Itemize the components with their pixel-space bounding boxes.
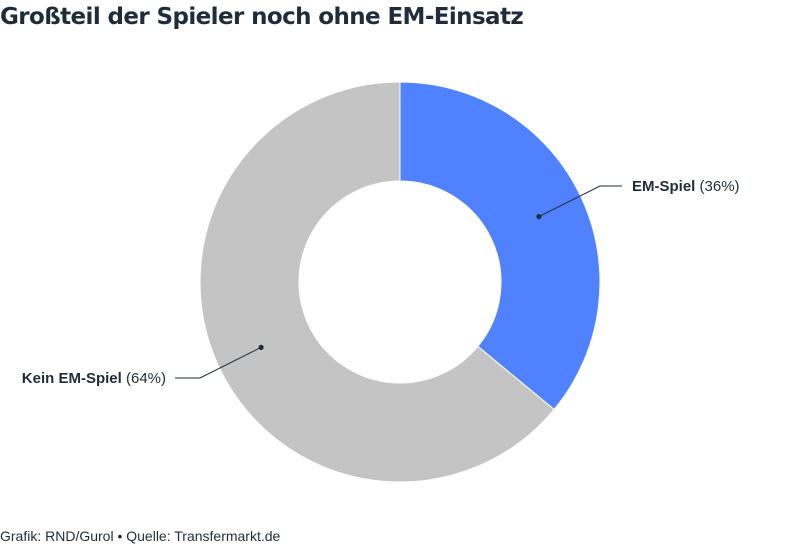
slice-group: [199, 81, 601, 483]
data-label-category: EM-Spiel: [632, 178, 695, 195]
leader-line-group: [175, 185, 622, 379]
chart-title: Großteil der Spieler noch ohne EM-Einsat…: [0, 4, 524, 30]
source-note: Grafik: RND/Gurol • Quelle: Transfermark…: [0, 528, 281, 544]
donut-slice-kein-em-spiel: [199, 81, 555, 483]
donut-slice-em-spiel: [399, 81, 601, 411]
leader-line: [538, 185, 622, 218]
data-label-value: (64%): [122, 370, 166, 387]
data-label: Kein EM-Spiel (64%): [22, 370, 166, 387]
data-label-value: (36%): [695, 178, 739, 195]
data-label-group: EM-Spiel (36%) Kein EM-Spiel (64%): [22, 178, 740, 387]
data-label-category: Kein EM-Spiel: [22, 370, 122, 387]
data-label: EM-Spiel (36%): [632, 178, 740, 195]
leader-line: [175, 346, 262, 379]
